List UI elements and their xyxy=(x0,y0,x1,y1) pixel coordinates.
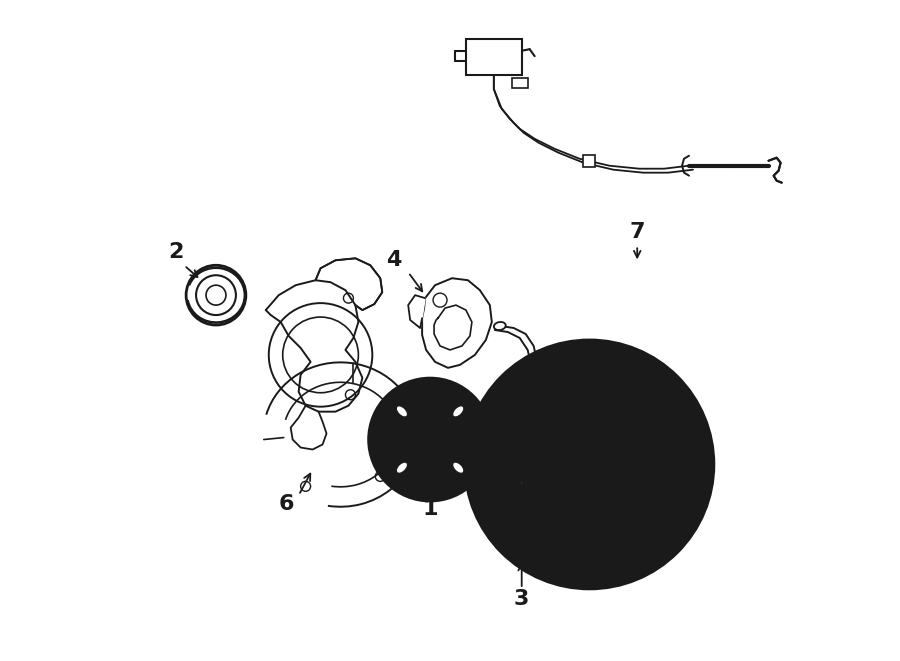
Polygon shape xyxy=(316,258,382,310)
FancyBboxPatch shape xyxy=(583,155,596,167)
Polygon shape xyxy=(434,305,472,350)
Ellipse shape xyxy=(521,478,535,487)
Text: 5: 5 xyxy=(508,420,524,440)
Polygon shape xyxy=(266,280,363,412)
Ellipse shape xyxy=(453,406,464,417)
Circle shape xyxy=(465,340,714,589)
FancyBboxPatch shape xyxy=(466,39,522,75)
Circle shape xyxy=(523,469,549,495)
Text: 4: 4 xyxy=(386,251,402,270)
Text: 2: 2 xyxy=(168,243,184,262)
Ellipse shape xyxy=(396,406,408,417)
Ellipse shape xyxy=(453,462,464,473)
Text: 1: 1 xyxy=(422,499,437,520)
Circle shape xyxy=(368,378,491,501)
Ellipse shape xyxy=(396,462,408,473)
FancyBboxPatch shape xyxy=(512,78,527,88)
Text: 7: 7 xyxy=(629,222,645,243)
Text: 3: 3 xyxy=(514,589,529,609)
Polygon shape xyxy=(409,295,425,328)
Ellipse shape xyxy=(494,322,506,330)
Polygon shape xyxy=(422,278,491,368)
Text: 6: 6 xyxy=(279,494,294,514)
